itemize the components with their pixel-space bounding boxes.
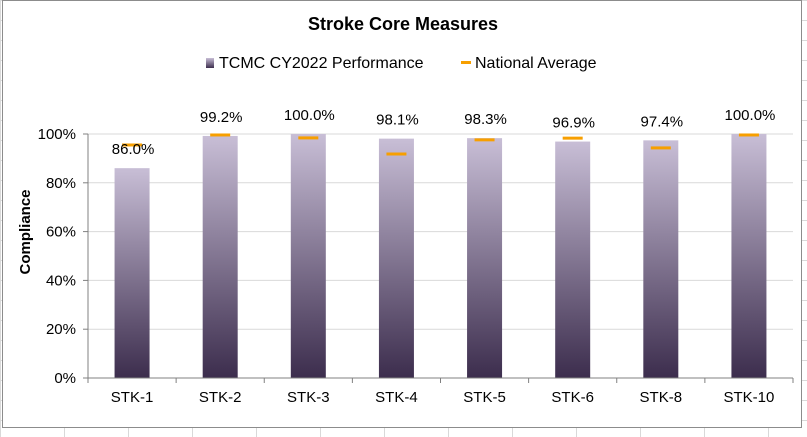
y-tick-label: 40% — [46, 272, 76, 289]
x-category-label-stk-3: STK-3 — [287, 389, 330, 406]
bar-stk-2 — [202, 135, 238, 378]
legend: TCMC CY2022 Performance National Average — [206, 55, 597, 72]
national-average-marker-stk-1 — [122, 143, 143, 147]
national-average-markers — [122, 133, 759, 156]
chart-svg: Stroke Core Measures TCMC CY2022 Perform… — [17, 14, 794, 406]
y-axis-title: Compliance — [17, 189, 34, 274]
bar-stk-6 — [555, 141, 591, 378]
y-tick-labels: 0% 20% 40% 60% 80% 100% — [38, 126, 89, 387]
data-label-stk-5: 98.3% — [464, 111, 507, 128]
x-category-labels: STK-1 STK-2 STK-3 STK-4 STK-5 STK-6 STK-8 STK-1… — [111, 389, 775, 406]
x-category-label-stk-4: STK-4 — [375, 389, 418, 406]
bar-stk-1 — [114, 168, 150, 378]
bars — [114, 134, 767, 378]
bar-stk-10 — [731, 134, 767, 378]
x-category-label-stk-8: STK-8 — [640, 389, 683, 406]
data-label-stk-8: 97.4% — [641, 113, 684, 130]
bar-stk-3 — [290, 134, 326, 378]
national-average-marker-stk-4 — [386, 152, 407, 156]
chart-title: Stroke Core Measures — [308, 14, 498, 34]
legend-swatch-performance — [206, 58, 214, 68]
x-category-label-stk-1: STK-1 — [111, 389, 154, 406]
national-average-marker-stk-2 — [210, 133, 231, 137]
x-category-label-stk-5: STK-5 — [463, 389, 506, 406]
national-average-marker-stk-8 — [650, 146, 671, 150]
national-average-marker-stk-3 — [298, 136, 319, 140]
data-labels: 86.0% 99.2% 100.0% 98.1% 98.3% 96.9% 97.4% 100.… — [112, 107, 776, 158]
legend-label-performance: TCMC CY2022 Performance — [219, 55, 424, 72]
y-tick-label: 0% — [54, 370, 76, 387]
data-label-stk-6: 96.9% — [552, 115, 595, 132]
chart-frame: Stroke Core Measures TCMC CY2022 Perform… — [2, 0, 802, 428]
gridlines — [88, 133, 793, 330]
bar-stk-4 — [378, 138, 414, 378]
bar-stk-8 — [643, 140, 679, 378]
national-average-marker-stk-5 — [474, 138, 495, 142]
data-label-stk-3: 100.0% — [284, 107, 335, 124]
x-axis — [87, 377, 794, 383]
x-category-label-stk-2: STK-2 — [199, 389, 242, 406]
y-tick-label: 20% — [46, 321, 76, 338]
x-category-label-stk-6: STK-6 — [551, 389, 594, 406]
y-tick-label: 60% — [46, 224, 76, 241]
y-tick-label: 100% — [38, 126, 76, 143]
national-average-marker-stk-10 — [738, 133, 759, 137]
data-label-stk-4: 98.1% — [376, 112, 419, 129]
x-category-label-stk-10: STK-10 — [724, 389, 775, 406]
data-label-stk-10: 100.0% — [725, 107, 776, 124]
y-tick-label: 80% — [46, 175, 76, 192]
legend-label-national-average: National Average — [475, 55, 597, 72]
data-label-stk-1: 86.0% — [112, 141, 155, 158]
data-label-stk-2: 99.2% — [200, 109, 243, 126]
bar-stk-5 — [467, 138, 503, 378]
legend-swatch-national-average — [461, 61, 471, 64]
national-average-marker-stk-6 — [562, 136, 583, 140]
